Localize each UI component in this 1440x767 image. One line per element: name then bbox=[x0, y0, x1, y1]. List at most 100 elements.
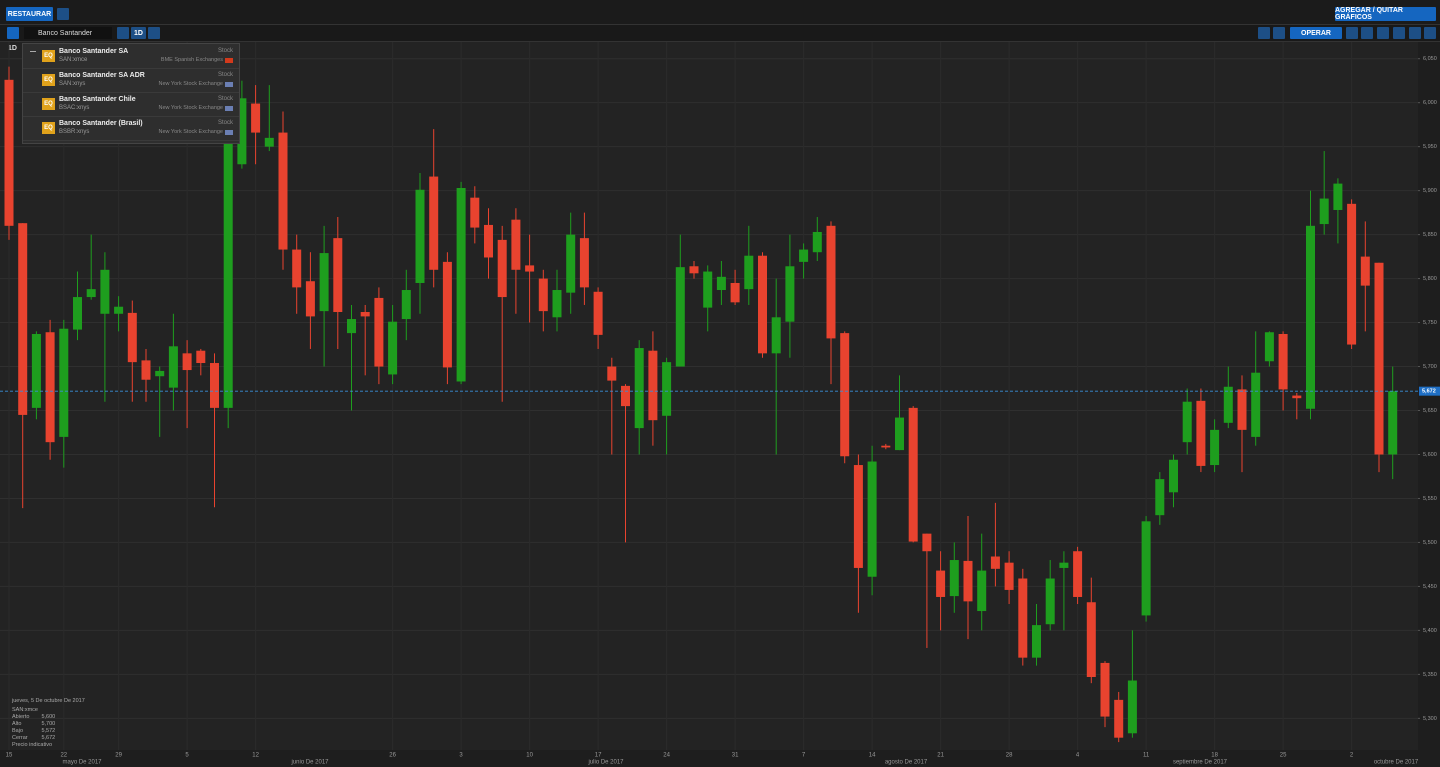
candle-body bbox=[182, 353, 192, 371]
result-kind: Stock bbox=[217, 120, 233, 126]
info-date: jueves, 5 De octubre De 2017 bbox=[12, 698, 85, 704]
draw-icon[interactable] bbox=[1273, 27, 1285, 39]
refresh-icon[interactable] bbox=[1393, 27, 1405, 39]
x-group-label: junio De 2017 bbox=[290, 760, 329, 766]
chart-type-icon[interactable] bbox=[148, 27, 160, 39]
info-row: Abierto 5,600 bbox=[12, 714, 67, 721]
settings-icon[interactable] bbox=[1424, 27, 1436, 39]
candle-body bbox=[1169, 459, 1178, 493]
restore-button[interactable]: RESTAURAR bbox=[6, 7, 53, 21]
result-kind: Stock bbox=[217, 96, 233, 102]
candle-body bbox=[853, 465, 863, 568]
x-group-label: mayo De 2017 bbox=[62, 760, 102, 766]
candle-body bbox=[1100, 662, 1110, 717]
add-mark bbox=[30, 51, 36, 52]
top-toolbar: RESTAURAR AGREGAR / QUITAR GRÁFICOS bbox=[0, 0, 1440, 25]
candle-body bbox=[223, 139, 233, 408]
x-tick-label: 17 bbox=[595, 753, 602, 759]
candle-body bbox=[963, 560, 973, 602]
candle-body bbox=[881, 445, 891, 448]
x-tick-label: 29 bbox=[115, 753, 122, 759]
plot-bg bbox=[0, 42, 1418, 750]
candle-body bbox=[1292, 395, 1302, 399]
crosshair-icon[interactable] bbox=[1346, 27, 1358, 39]
candle-body bbox=[168, 346, 178, 388]
result-row[interactable]: EQ Banco Santander SA ADR SAN:xnys Stock New… bbox=[23, 68, 239, 93]
result-row[interactable]: EQ Banco Santander Chile BSAC:xnys Stock New… bbox=[23, 92, 239, 117]
candle-body bbox=[374, 297, 384, 367]
candle-body bbox=[237, 98, 247, 165]
info-label: Cerrar bbox=[12, 735, 28, 741]
trade-button[interactable]: OPERAR bbox=[1290, 27, 1342, 39]
candle-body bbox=[552, 290, 562, 318]
candle-body bbox=[401, 290, 411, 320]
y-tick-label: 5,600 bbox=[1423, 452, 1437, 458]
add-icon[interactable] bbox=[117, 27, 129, 39]
candle-body bbox=[456, 187, 466, 382]
candle-body bbox=[1360, 256, 1370, 286]
candle-body bbox=[1333, 183, 1343, 210]
badge: EQ bbox=[42, 50, 55, 62]
result-name: Banco Santander Chile bbox=[59, 96, 136, 103]
candle-body bbox=[593, 291, 603, 335]
result-exchange: New York Stock Exchange bbox=[158, 129, 223, 135]
y-tick-label: 5,750 bbox=[1423, 320, 1437, 326]
popout-icon[interactable] bbox=[57, 8, 69, 20]
result-name: Banco Santander SA ADR bbox=[59, 72, 145, 79]
candle-body bbox=[1032, 625, 1041, 658]
x-tick-label: 28 bbox=[1006, 753, 1013, 759]
info-value: 5,700 bbox=[41, 721, 56, 727]
info-label: Bajo bbox=[12, 728, 24, 734]
zoom-icon[interactable] bbox=[1377, 27, 1389, 39]
flag bbox=[225, 58, 233, 63]
indicator-icon[interactable] bbox=[1258, 27, 1270, 39]
x-axis-bg bbox=[0, 750, 1418, 767]
info-symbol: SAN:xmce bbox=[12, 707, 38, 713]
x-group-label: octubre De 2017 bbox=[1374, 760, 1419, 766]
result-exchange: BME Spanish Exchanges bbox=[160, 57, 223, 63]
candle-body bbox=[511, 219, 521, 270]
x-tick-label: 7 bbox=[802, 753, 806, 759]
result-row[interactable]: EQ Banco Santander SA SAN:xmce Stock BME Spa… bbox=[23, 44, 239, 69]
candle-body bbox=[100, 269, 110, 314]
x-tick-label: 5 bbox=[185, 753, 189, 759]
scale-icon[interactable] bbox=[1361, 27, 1373, 39]
candle-body bbox=[484, 224, 493, 258]
search-box[interactable]: Banco Santander bbox=[24, 27, 112, 39]
candle-body bbox=[210, 363, 219, 408]
result-name: Banco Santander SA bbox=[59, 48, 129, 55]
link-icon[interactable] bbox=[7, 27, 19, 39]
candle-body bbox=[758, 255, 767, 354]
x-tick-label: 26 bbox=[389, 753, 396, 759]
candle-body bbox=[895, 417, 904, 451]
add-remove-button[interactable]: AGREGAR / QUITAR GRÁFICOS bbox=[1335, 7, 1436, 21]
candle-body bbox=[415, 189, 425, 283]
info-row: Alto 5,700 bbox=[12, 721, 67, 728]
last-price-label: 5,672 bbox=[1422, 389, 1436, 395]
candle-body bbox=[18, 223, 28, 415]
candle-body bbox=[566, 234, 576, 293]
candle-body bbox=[1388, 391, 1398, 455]
y-tick-label: 5,500 bbox=[1423, 540, 1437, 546]
candle-body bbox=[1114, 699, 1124, 738]
x-tick-label: 11 bbox=[1143, 753, 1150, 759]
interval-button[interactable]: 1D bbox=[131, 27, 146, 39]
result-row[interactable]: EQ Banco Santander (Brasil) BSBR:xnys Stock… bbox=[23, 116, 239, 141]
candle-body bbox=[1347, 203, 1357, 345]
y-tick-label: 5,300 bbox=[1423, 716, 1437, 722]
candle-body bbox=[1374, 262, 1384, 455]
result-symbol: SAN:xmce bbox=[59, 57, 88, 63]
y-tick-label: 6,000 bbox=[1423, 100, 1437, 106]
candle-body bbox=[621, 385, 630, 407]
badge: EQ bbox=[42, 98, 55, 110]
info-panel: jueves, 5 De octubre De 2017 SAN:xmce Ab… bbox=[12, 698, 85, 749]
candle-body bbox=[59, 328, 69, 437]
candle-body bbox=[812, 231, 822, 253]
candle-body bbox=[689, 266, 699, 274]
badge: EQ bbox=[42, 74, 55, 86]
camera-icon[interactable] bbox=[1409, 27, 1421, 39]
candle-body bbox=[429, 176, 439, 270]
candle-body bbox=[990, 556, 1000, 569]
candle-body bbox=[1073, 551, 1083, 597]
